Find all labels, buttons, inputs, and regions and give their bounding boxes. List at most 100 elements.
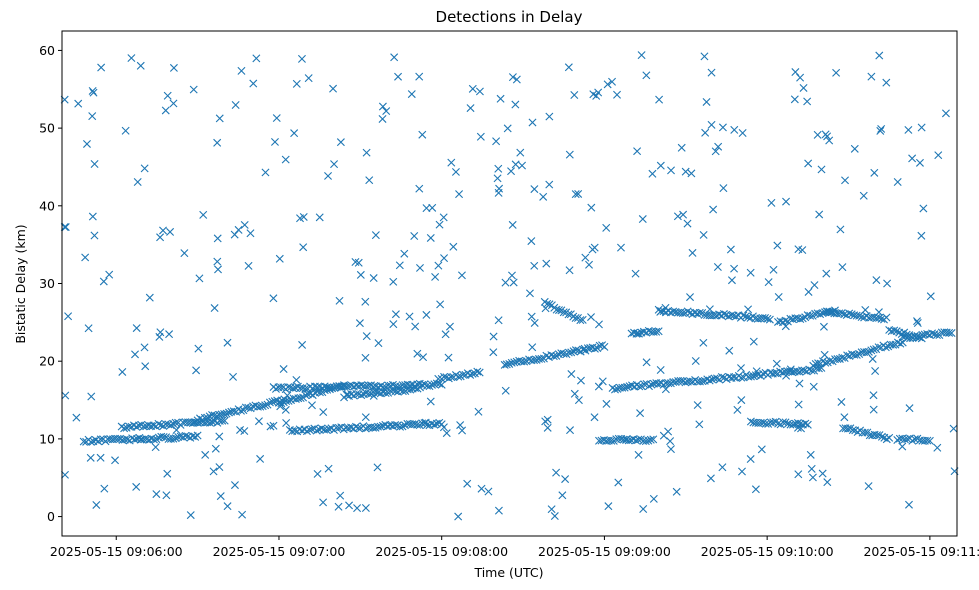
detection-marker xyxy=(600,342,609,351)
detection-marker xyxy=(369,391,378,400)
detection-marker xyxy=(631,436,640,445)
detection-marker xyxy=(88,212,97,221)
detection-marker xyxy=(335,382,344,391)
detection-marker xyxy=(567,348,576,357)
detection-marker xyxy=(860,428,869,437)
detection-marker xyxy=(520,357,529,366)
detection-marker xyxy=(771,369,780,378)
detection-marker xyxy=(757,445,766,454)
detection-marker xyxy=(679,210,688,219)
detection-marker xyxy=(152,435,161,444)
detection-marker xyxy=(456,421,465,430)
detection-marker xyxy=(635,382,644,391)
detection-marker xyxy=(215,432,224,441)
detection-marker xyxy=(877,314,886,323)
detection-marker xyxy=(416,383,424,392)
detection-marker xyxy=(507,271,516,280)
detection-marker xyxy=(852,350,861,359)
detection-marker xyxy=(817,165,826,174)
detection-marker xyxy=(767,198,776,207)
detection-marker xyxy=(869,391,878,400)
detection-marker xyxy=(315,213,324,222)
detection-marker xyxy=(215,463,224,472)
detection-marker xyxy=(444,374,453,383)
detection-marker xyxy=(733,405,742,414)
detection-marker xyxy=(361,353,370,362)
detection-marker xyxy=(136,435,145,444)
y-tick-label: 30 xyxy=(39,276,55,291)
detection-marker xyxy=(607,436,616,445)
detection-marker xyxy=(928,329,937,338)
detection-marker xyxy=(484,487,493,496)
detection-marker xyxy=(671,378,680,387)
detection-marker xyxy=(933,443,942,452)
detection-marker xyxy=(244,261,253,270)
detection-marker xyxy=(371,231,380,240)
detection-marker xyxy=(508,220,517,229)
detection-marker xyxy=(613,90,622,99)
detection-marker xyxy=(61,391,70,400)
detection-marker xyxy=(877,432,886,441)
detection-marker xyxy=(859,191,868,200)
detection-marker xyxy=(616,243,625,252)
detection-marker xyxy=(825,307,834,316)
detection-marker xyxy=(639,505,648,514)
detection-marker xyxy=(710,374,719,383)
detection-marker xyxy=(425,382,434,391)
detection-marker xyxy=(827,308,836,317)
detection-marker xyxy=(620,383,629,392)
detection-marker xyxy=(561,475,570,484)
detection-marker xyxy=(431,272,440,281)
detection-marker xyxy=(644,326,653,335)
detection-marker xyxy=(644,382,653,391)
detection-marker xyxy=(642,71,651,80)
detection-marker xyxy=(910,435,919,444)
detection-marker xyxy=(870,168,879,177)
detection-marker xyxy=(192,366,201,375)
detection-marker xyxy=(122,423,131,432)
detection-marker xyxy=(87,392,96,401)
detection-marker xyxy=(815,210,824,219)
detection-marker xyxy=(804,159,813,168)
detection-marker xyxy=(90,160,99,168)
detection-marker xyxy=(189,85,198,94)
detection-marker xyxy=(86,453,95,462)
detection-marker xyxy=(511,160,520,169)
detection-marker xyxy=(637,51,646,60)
detection-marker xyxy=(199,210,208,219)
detection-marker xyxy=(562,350,571,359)
detection-marker xyxy=(325,385,334,394)
detection-marker xyxy=(666,379,675,388)
detection-marker xyxy=(666,437,675,446)
detection-marker xyxy=(162,491,171,500)
detection-marker xyxy=(589,90,598,99)
detection-marker xyxy=(400,421,409,430)
detection-marker xyxy=(89,88,98,97)
detection-marker xyxy=(190,418,199,427)
detection-marker xyxy=(655,95,664,104)
detection-marker xyxy=(451,371,460,380)
detection-marker xyxy=(268,397,277,406)
detection-marker xyxy=(419,353,428,362)
detection-marker xyxy=(237,406,245,415)
detection-marker xyxy=(803,97,812,106)
detection-marker xyxy=(796,315,805,324)
detection-marker xyxy=(290,129,299,138)
detection-marker xyxy=(566,426,575,435)
detection-marker xyxy=(292,79,301,88)
detection-marker xyxy=(244,403,253,412)
detection-marker xyxy=(396,422,405,431)
detection-marker xyxy=(272,114,281,123)
detection-marker xyxy=(445,322,454,331)
detection-marker xyxy=(793,367,802,376)
detection-marker xyxy=(436,300,445,309)
detection-marker xyxy=(458,426,467,435)
detection-marker xyxy=(156,233,165,242)
detection-marker xyxy=(216,492,225,501)
detection-marker xyxy=(845,309,854,318)
detection-marker xyxy=(503,124,512,133)
detection-marker xyxy=(737,373,746,382)
detection-marker xyxy=(362,148,371,157)
detection-marker xyxy=(759,369,768,378)
detection-marker xyxy=(581,253,590,262)
